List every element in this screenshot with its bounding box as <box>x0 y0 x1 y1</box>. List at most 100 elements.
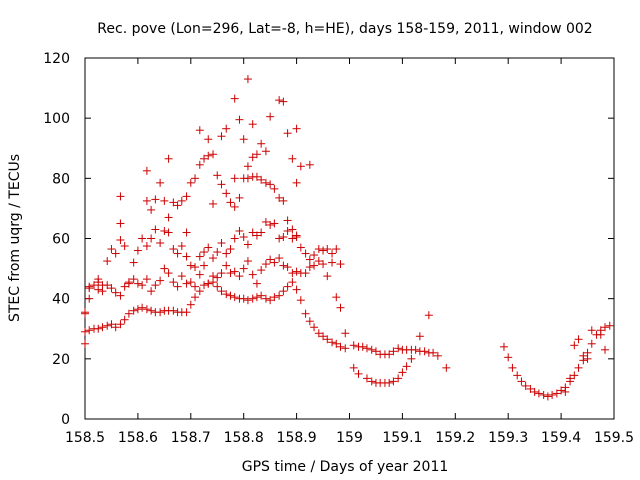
data-point <box>94 324 103 333</box>
data-point <box>217 180 226 189</box>
data-point <box>288 154 297 163</box>
data-point <box>235 272 244 281</box>
data-point <box>169 245 178 254</box>
data-point <box>94 278 103 287</box>
data-point <box>209 272 218 281</box>
data-point <box>292 267 301 276</box>
data-point <box>116 192 125 201</box>
data-point <box>310 251 319 260</box>
data-point <box>222 189 231 198</box>
data-point <box>213 171 222 180</box>
data-point <box>213 273 222 282</box>
data-point <box>336 342 345 351</box>
data-point <box>230 94 239 103</box>
data-point <box>252 150 261 159</box>
data-point <box>151 195 160 204</box>
data-point <box>513 371 522 380</box>
data-point <box>270 184 279 193</box>
data-point <box>195 287 204 296</box>
data-point <box>323 245 332 254</box>
data-point <box>85 326 94 335</box>
data-point <box>200 248 209 257</box>
data-point <box>296 296 305 305</box>
data-point <box>177 272 186 281</box>
data-point <box>261 178 270 187</box>
data-point <box>521 381 530 390</box>
data-point <box>288 225 297 234</box>
data-point <box>402 362 411 371</box>
data-point <box>534 389 543 398</box>
data-point <box>367 377 376 386</box>
data-point <box>570 371 579 380</box>
data-point <box>147 287 156 296</box>
data-point <box>328 258 337 267</box>
data-point <box>226 245 235 254</box>
data-point <box>323 335 332 344</box>
data-point <box>164 154 173 163</box>
x-tick-label: 158.8 <box>224 430 264 446</box>
data-point <box>173 249 182 258</box>
data-point <box>332 339 341 348</box>
data-point <box>133 279 142 288</box>
data-point <box>191 282 200 291</box>
data-point <box>358 342 367 351</box>
y-tick-label: 80 <box>52 171 70 187</box>
data-point <box>222 290 231 299</box>
data-point <box>433 351 442 360</box>
data-point <box>266 180 275 189</box>
data-point <box>169 198 178 207</box>
data-point <box>164 269 173 278</box>
data-point <box>336 303 345 312</box>
data-point <box>133 305 142 314</box>
data-point <box>120 315 129 324</box>
data-point <box>257 228 266 237</box>
data-point <box>248 120 257 129</box>
data-point <box>583 354 592 363</box>
data-point <box>398 368 407 377</box>
data-point <box>328 338 337 347</box>
data-point <box>367 345 376 354</box>
data-point <box>230 234 239 243</box>
data-point <box>292 178 301 187</box>
data-point <box>129 275 138 284</box>
data-point <box>279 261 288 270</box>
data-point <box>182 279 191 288</box>
data-point <box>200 281 209 290</box>
data-point <box>156 239 165 248</box>
data-point <box>182 192 191 201</box>
data-point <box>548 390 557 399</box>
data-point <box>310 261 319 270</box>
data-point <box>243 240 252 249</box>
data-point <box>156 308 165 317</box>
data-point <box>107 284 116 293</box>
data-point <box>252 293 261 302</box>
data-point <box>270 258 279 267</box>
data-point <box>385 378 394 387</box>
data-point <box>243 162 252 171</box>
data-point <box>160 264 169 273</box>
data-point <box>217 269 226 278</box>
data-point <box>177 196 186 205</box>
data-point <box>107 320 116 329</box>
data-point <box>186 178 195 187</box>
data-point <box>429 348 438 357</box>
data-point <box>243 75 252 84</box>
data-point <box>222 261 231 270</box>
data-point <box>552 389 561 398</box>
data-point <box>186 261 195 270</box>
data-point <box>296 243 305 252</box>
data-point <box>288 234 297 243</box>
data-point <box>261 147 270 156</box>
data-point <box>323 272 332 281</box>
data-point <box>579 351 588 360</box>
data-point <box>526 384 535 393</box>
data-point <box>129 258 138 267</box>
data-point <box>213 248 222 257</box>
data-point <box>275 234 284 243</box>
data-point <box>151 281 160 290</box>
data-point <box>243 257 252 266</box>
data-point <box>116 320 125 329</box>
data-point <box>310 323 319 332</box>
data-point <box>243 174 252 183</box>
data-point <box>182 308 191 317</box>
